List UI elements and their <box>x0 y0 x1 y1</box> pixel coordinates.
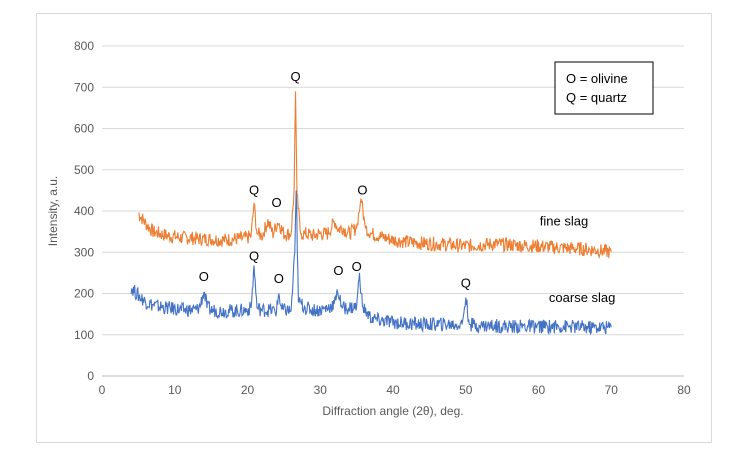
legend-box: O = olivine Q = quartz <box>554 61 654 115</box>
y-tick-label-200: 200 <box>74 287 94 301</box>
peak-label-Q-1: Q <box>249 183 259 198</box>
peak-label-Q-9: Q <box>461 275 471 290</box>
x-tick-label-80: 80 <box>677 383 691 397</box>
x-tick-label-70: 70 <box>605 383 619 397</box>
y-tick-label-300: 300 <box>74 245 94 259</box>
series-label-fine-slag: fine slag <box>540 213 588 228</box>
peak-label-Q-0: Q <box>290 69 300 84</box>
y-tick-label-100: 100 <box>74 328 94 342</box>
series-line-fine-slag <box>138 91 612 260</box>
y-tick-label-800: 800 <box>74 39 94 53</box>
legend-entry-0: O = olivine <box>566 71 628 86</box>
x-tick-label-40: 40 <box>386 383 400 397</box>
peak-label-O-8: O <box>352 259 362 274</box>
x-tick-label-50: 50 <box>459 383 473 397</box>
y-tick-label-500: 500 <box>74 163 94 177</box>
peak-label-O-2: O <box>272 195 282 210</box>
x-tick-label-30: 30 <box>314 383 328 397</box>
tick-labels: 0 100 200 300 400 500 600 700 800 0 10 20 30 40 50 60 70… <box>74 39 691 397</box>
x-tick-label-20: 20 <box>241 383 255 397</box>
y-tick-label-0: 0 <box>87 369 94 383</box>
series-line-coarse-slag <box>130 190 612 336</box>
y-axis-title: Intensity, a.u. <box>46 176 60 246</box>
y-tick-label-400: 400 <box>74 204 94 218</box>
x-axis-title: Diffraction angle (2θ), deg. <box>322 404 463 418</box>
y-tick-label-600: 600 <box>74 122 94 136</box>
legend-frame <box>554 61 654 115</box>
peak-label-O-3: O <box>357 183 367 198</box>
x-tick-label-60: 60 <box>532 383 546 397</box>
peak-label-Q-5: Q <box>249 249 259 264</box>
peak-label-O-6: O <box>274 271 284 286</box>
series-group <box>130 91 612 336</box>
x-tick-label-10: 10 <box>168 383 182 397</box>
y-tick-label-700: 700 <box>74 80 94 94</box>
series-label-coarse-slag: coarse slag <box>549 290 615 305</box>
peak-label-O-4: O <box>199 269 209 284</box>
x-tick-label-0: 0 <box>99 383 106 397</box>
legend-entry-1: Q = quartz <box>566 90 627 105</box>
peak-label-O-7: O <box>333 263 343 278</box>
